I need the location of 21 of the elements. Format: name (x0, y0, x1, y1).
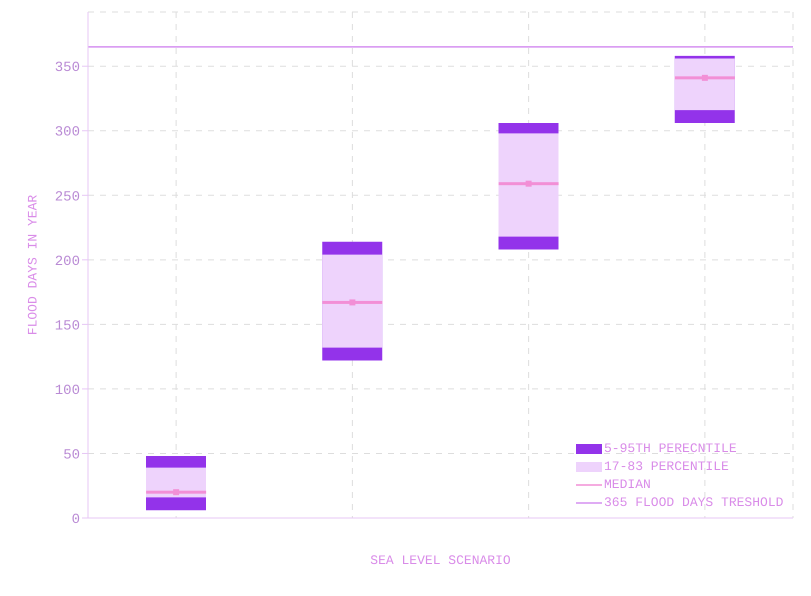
x-axis-title: SEA LEVEL SCENARIO (370, 553, 511, 568)
y-tick-label: 100 (54, 382, 80, 399)
y-tick-label: 300 (54, 124, 80, 141)
point (173, 489, 180, 496)
y-axis-title: FLOOD DAYS IN YEAR (26, 194, 41, 336)
y-tick-label: 350 (54, 60, 80, 76)
point (349, 299, 356, 306)
legend-label: 5-95TH PERECNTILE (604, 440, 737, 458)
legend-label: 17-83 PERCENTILE (604, 458, 729, 476)
bar (674, 58, 735, 110)
legend-label: MEDIAN (604, 476, 651, 494)
legend-label: 365 FLOOD DAYS TRESHOLD (604, 494, 784, 512)
y-tick-label: 50 (63, 447, 80, 464)
y-tick-label: 150 (54, 318, 80, 334)
bar (322, 254, 382, 348)
bar (498, 133, 558, 237)
y-tick-label: 200 (54, 254, 80, 270)
y-tick-label: 0 (72, 512, 80, 528)
point (526, 180, 532, 187)
point (702, 74, 708, 81)
y-tick-label: 250 (54, 189, 80, 206)
